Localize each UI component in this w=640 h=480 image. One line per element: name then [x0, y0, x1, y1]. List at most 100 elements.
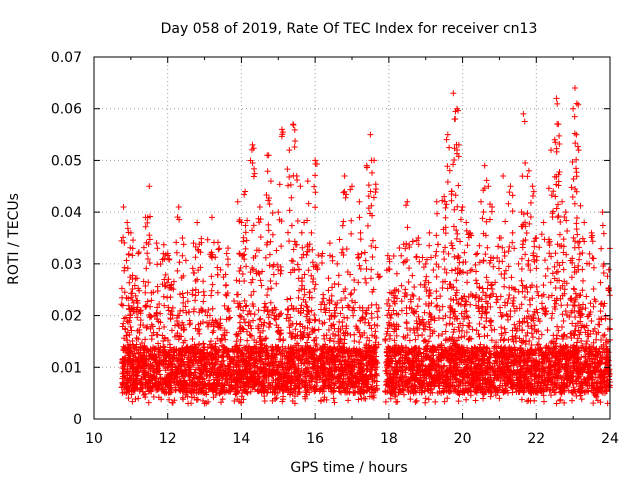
roti-point: [359, 307, 366, 314]
roti-point: [258, 389, 265, 396]
roti-point: [339, 340, 346, 347]
roti-point: [151, 369, 158, 376]
roti-point: [364, 386, 371, 393]
roti-point: [241, 297, 248, 304]
roti-point: [261, 393, 268, 400]
roti-point: [335, 281, 342, 288]
roti-point: [295, 294, 302, 301]
roti-point: [148, 297, 155, 304]
roti-point: [247, 322, 254, 329]
roti-point: [143, 356, 150, 363]
roti-point: [270, 271, 277, 278]
roti-point: [137, 344, 144, 351]
roti-point: [184, 289, 191, 296]
roti-point: [134, 314, 141, 321]
roti-point: [160, 241, 167, 248]
roti-point: [260, 380, 267, 387]
roti-point: [277, 374, 284, 381]
roti-point: [360, 383, 367, 390]
roti-point: [339, 379, 346, 386]
roti-point: [270, 376, 277, 383]
roti-point: [219, 396, 226, 403]
roti-point: [340, 288, 347, 295]
roti-point: [344, 302, 351, 309]
roti-point: [321, 369, 328, 376]
roti-point: [245, 383, 252, 390]
roti-point: [332, 346, 339, 353]
roti-point: [242, 362, 249, 369]
roti-point: [149, 377, 156, 384]
roti-point: [208, 338, 215, 345]
roti-point: [272, 369, 279, 376]
roti-point: [187, 320, 194, 327]
roti-point: [151, 345, 158, 352]
roti-point: [225, 305, 232, 312]
roti-point: [137, 317, 144, 324]
roti-point: [182, 303, 189, 310]
roti-point: [251, 336, 258, 343]
roti-point: [218, 361, 225, 368]
roti-point: [366, 393, 373, 400]
roti-point: [235, 357, 242, 364]
roti-point: [209, 305, 216, 312]
roti-point: [337, 345, 344, 352]
roti-point: [356, 339, 363, 346]
roti-point: [298, 360, 305, 367]
roti-point: [368, 371, 375, 378]
roti-point: [273, 394, 280, 401]
roti-point: [372, 328, 379, 335]
roti-point: [319, 350, 326, 357]
roti-point: [339, 304, 346, 311]
roti-point: [189, 291, 196, 298]
roti-point: [198, 305, 205, 312]
roti-point: [185, 400, 192, 407]
roti-point: [303, 303, 310, 310]
roti-point: [247, 310, 254, 317]
roti-point: [332, 375, 339, 382]
roti-point: [330, 338, 337, 345]
roti-point: [341, 314, 348, 321]
roti-point: [200, 319, 207, 326]
roti-point: [299, 356, 306, 363]
roti-point: [265, 379, 272, 386]
roti-point: [154, 304, 161, 311]
roti-point: [199, 307, 206, 314]
roti-point: [361, 249, 368, 256]
roti-point: [167, 294, 174, 301]
roti-point: [179, 394, 186, 401]
roti-point: [255, 323, 262, 330]
roti-point: [360, 395, 367, 402]
roti-point: [355, 396, 362, 403]
roti-point: [274, 363, 281, 370]
roti-point: [351, 337, 358, 344]
roti-point: [184, 343, 191, 350]
roti-point: [132, 292, 139, 299]
roti-point: [150, 393, 157, 400]
roti-point: [282, 365, 289, 372]
roti-point: [356, 380, 363, 387]
roti-point: [240, 361, 247, 368]
roti-point: [248, 325, 255, 332]
roti-point: [174, 357, 181, 364]
roti-point: [340, 354, 347, 361]
roti-point: [359, 367, 366, 374]
roti-point: [118, 384, 125, 391]
roti-point: [274, 377, 281, 384]
roti-point: [182, 346, 189, 353]
roti-point: [287, 314, 294, 321]
roti-point: [316, 317, 323, 324]
roti-point: [173, 369, 180, 376]
roti-point: [226, 366, 233, 373]
roti-point: [203, 373, 210, 380]
roti-point: [317, 397, 324, 404]
roti-point: [356, 329, 363, 336]
roti-point: [259, 379, 266, 386]
roti-point: [323, 396, 330, 403]
roti-point: [130, 373, 137, 380]
roti-point: [204, 312, 211, 319]
roti-point: [141, 343, 148, 350]
roti-point: [317, 354, 324, 361]
roti-point: [350, 390, 357, 397]
roti-point: [251, 376, 258, 383]
roti-point: [129, 358, 136, 365]
